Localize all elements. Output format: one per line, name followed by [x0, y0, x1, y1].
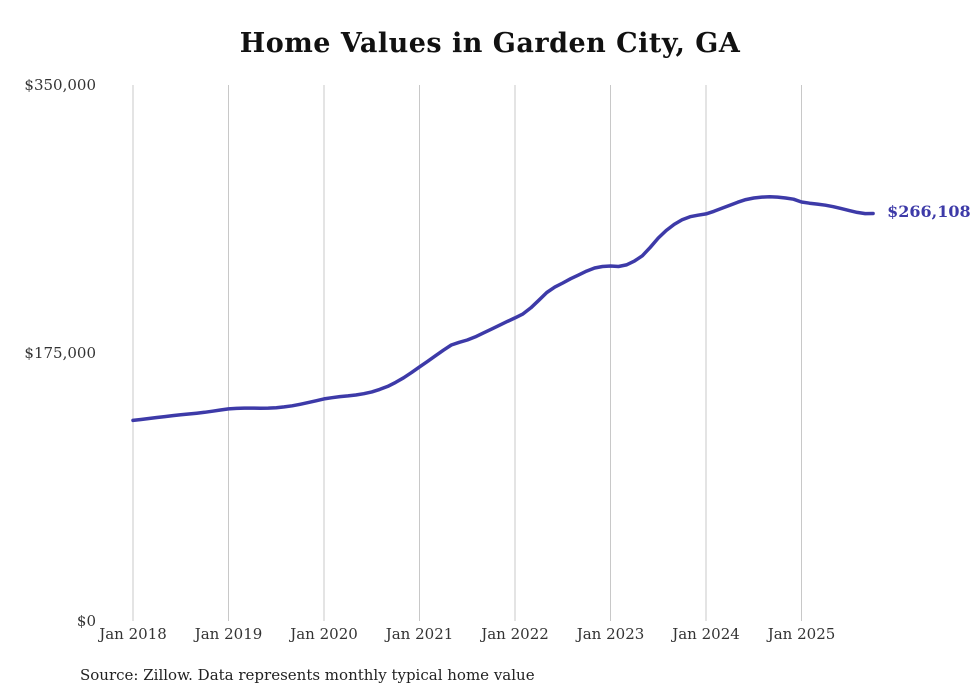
x-tick-label: Jan 2022: [481, 625, 549, 643]
end-value-label: $266,108: [887, 202, 971, 222]
x-axis-labels: Jan 2018 Jan 2019 Jan 2020 Jan 2021 Jan 2022…: [0, 624, 980, 648]
y-tick-label: $0: [76, 612, 96, 630]
y-tick-label: $350,000: [24, 76, 96, 94]
x-tick-label: Jan 2020: [290, 625, 358, 643]
x-tick-label: Jan 2021: [385, 625, 454, 643]
source-note: Source: Zillow. Data represents monthly …: [80, 666, 535, 684]
x-tick-label: Jan 2023: [576, 625, 645, 643]
value-line: [131, 195, 875, 423]
x-tick-label: Jan 2024: [672, 625, 740, 643]
x-tick-label: Jan 2025: [767, 625, 836, 643]
chart-title: Home Values in Garden City, GA: [239, 28, 741, 59]
x-tick-label: Jan 2018: [99, 625, 167, 643]
x-tick-label: Jan 2019: [194, 625, 263, 643]
y-tick-label: $175,000: [24, 344, 96, 362]
